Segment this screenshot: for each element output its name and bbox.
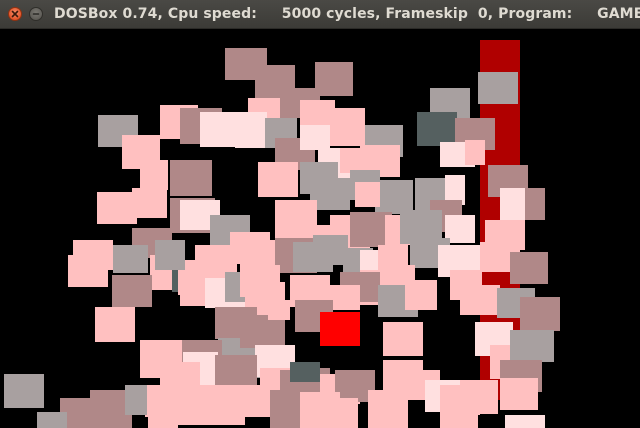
- debris-block: [112, 275, 152, 307]
- debris-block: [68, 255, 108, 287]
- debris-block: [355, 182, 380, 207]
- debris-block: [440, 400, 478, 428]
- game-scene: [4, 40, 560, 428]
- debris-block: [520, 297, 560, 331]
- debris-block: [235, 112, 267, 148]
- close-icon: [11, 10, 19, 18]
- debris-block: [315, 62, 353, 96]
- debris-block: [500, 378, 538, 410]
- debris-block: [313, 235, 348, 265]
- debris-block: [510, 330, 554, 362]
- debris-block: [505, 415, 545, 428]
- debris-block: [375, 405, 405, 428]
- debris-block: [375, 180, 413, 214]
- debris-block: [417, 112, 457, 146]
- game-canvas[interactable]: [0, 29, 640, 428]
- debris-block: [383, 322, 423, 356]
- debris-block: [300, 125, 330, 150]
- debris-block: [268, 300, 290, 320]
- debris-block: [215, 355, 257, 390]
- debris-block: [235, 385, 275, 417]
- debris-block: [37, 412, 67, 428]
- debris-block: [465, 140, 485, 165]
- debris-block: [405, 280, 437, 310]
- debris-block: [270, 390, 300, 428]
- debris-block: [155, 240, 185, 270]
- debris-block: [97, 192, 137, 224]
- title-bar[interactable]: DOSBox 0.74, Cpu speed: 5000 cycles, Fra…: [0, 0, 640, 29]
- debris-block: [325, 108, 365, 146]
- debris-block: [318, 398, 358, 428]
- debris-block: [525, 188, 545, 220]
- minimize-icon: [32, 13, 40, 15]
- debris-block: [330, 285, 360, 310]
- debris-block: [132, 188, 167, 218]
- minimize-button[interactable]: [29, 7, 43, 21]
- debris-block: [125, 385, 147, 415]
- player-square: [320, 312, 360, 346]
- debris-block: [95, 307, 135, 342]
- debris-block: [148, 408, 178, 428]
- debris-block: [485, 220, 525, 250]
- debris-block: [290, 362, 320, 382]
- debris-block: [460, 285, 500, 315]
- debris-block: [478, 72, 518, 104]
- debris-block: [258, 162, 298, 197]
- debris-block: [113, 245, 148, 273]
- debris-block: [140, 160, 168, 190]
- debris-block: [170, 160, 212, 196]
- debris-block: [445, 175, 465, 205]
- debris-block: [4, 374, 44, 408]
- debris-block: [510, 252, 548, 284]
- window-title: DOSBox 0.74, Cpu speed: 5000 cycles, Fra…: [54, 6, 640, 22]
- close-button[interactable]: [8, 7, 22, 21]
- debris-block: [340, 148, 370, 173]
